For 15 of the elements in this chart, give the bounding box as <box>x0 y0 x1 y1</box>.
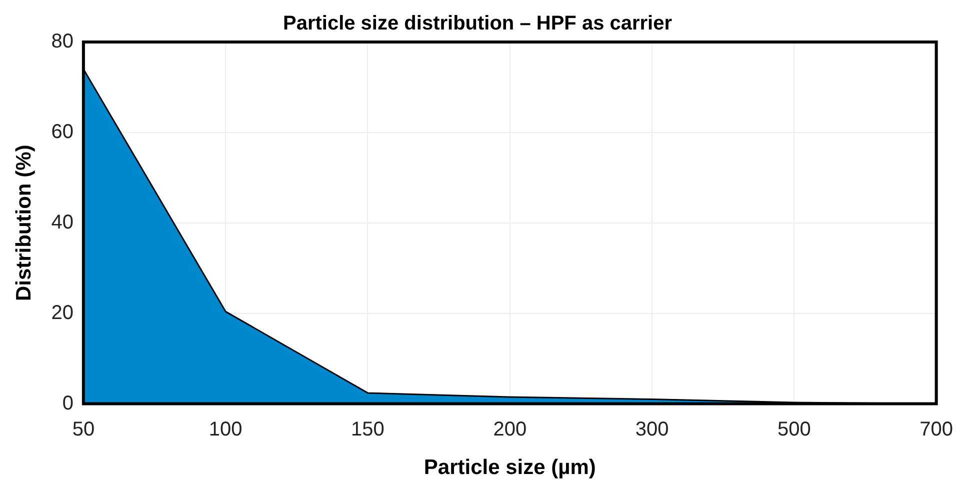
y-tick-label: 20 <box>51 302 74 324</box>
x-tick-label: 50 <box>72 418 95 440</box>
y-axis-title: Distribution (%) <box>12 144 36 302</box>
y-tick-label: 80 <box>51 30 74 53</box>
chart-title: Particle size distribution – HPF as carrier <box>282 12 672 35</box>
x-tick-label: 700 <box>920 418 954 440</box>
y-tick-label: 40 <box>51 211 74 234</box>
x-tick-label: 100 <box>208 418 242 440</box>
y-tick-label: 0 <box>62 392 74 414</box>
x-tick-label: 500 <box>777 418 811 440</box>
x-tick-label: 300 <box>635 418 669 440</box>
y-tick-label: 60 <box>51 120 74 143</box>
x-tick-label: 200 <box>493 418 527 440</box>
x-tick-label: 150 <box>351 418 384 440</box>
x-axis-title: Particle size (µm) <box>424 456 596 480</box>
